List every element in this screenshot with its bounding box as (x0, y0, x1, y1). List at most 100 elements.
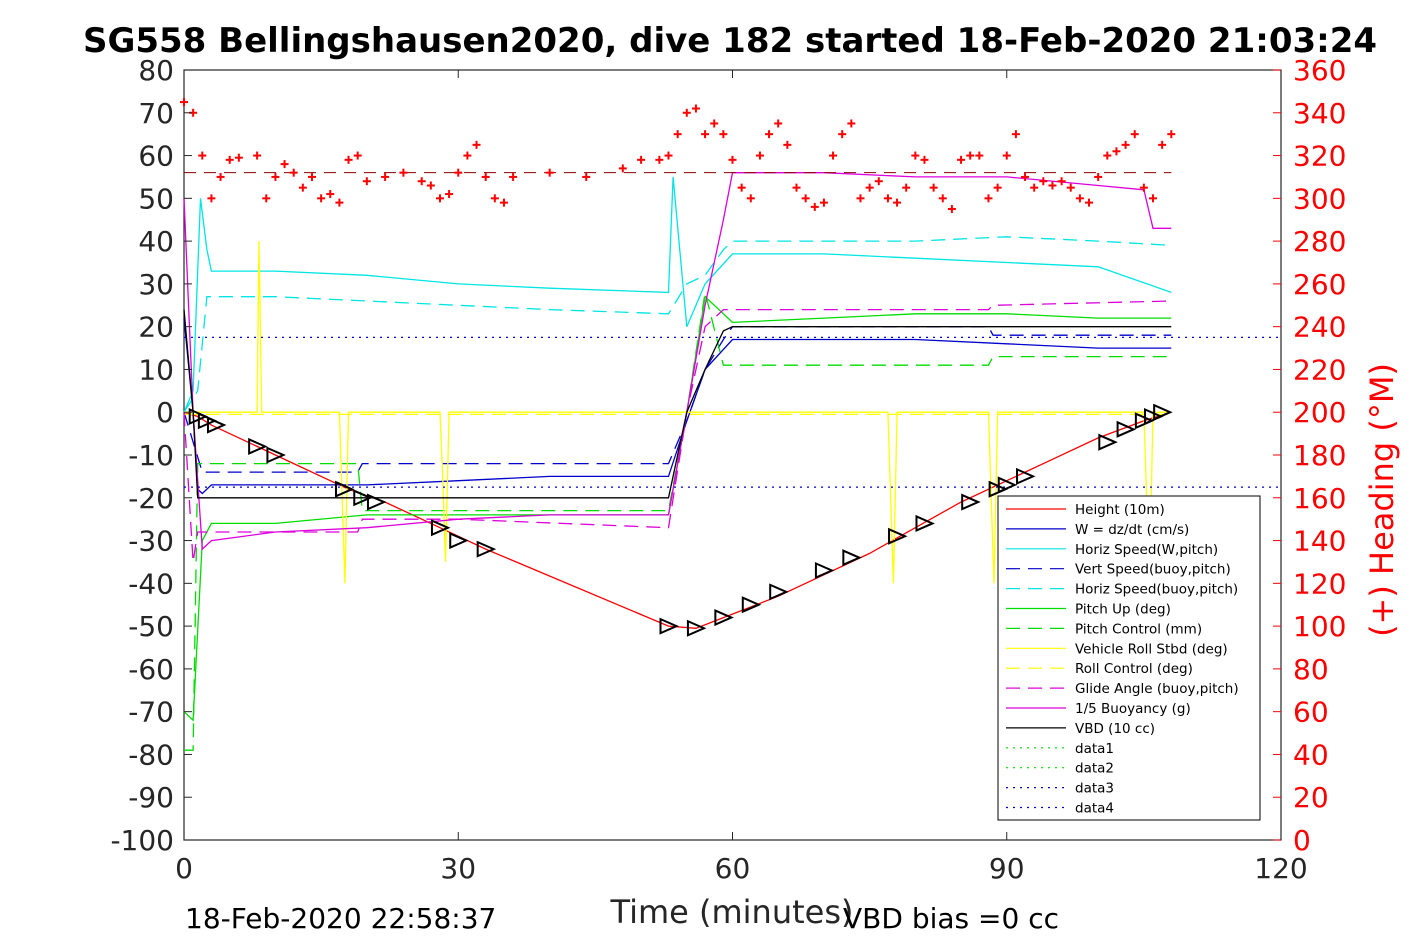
heading-point (664, 151, 673, 160)
x-tick-label: 0 (175, 852, 193, 885)
legend-label: data1 (1075, 741, 1114, 757)
y-tick-label-right: 180 (1293, 439, 1346, 472)
dive-marker (1116, 420, 1137, 438)
heading-point (883, 194, 892, 203)
legend-entry: data1 (1006, 741, 1114, 757)
heading-point (289, 168, 298, 177)
heading-point (1066, 183, 1075, 192)
heading-point (1149, 194, 1158, 203)
heading-point (1112, 147, 1121, 156)
y-tick-label: 60 (138, 140, 174, 173)
dive-marker (430, 519, 451, 537)
heading-point (618, 164, 627, 173)
y-tick-label: -60 (128, 653, 174, 686)
heading-point (746, 194, 755, 203)
dive-marker (988, 480, 1009, 498)
dive-marker (188, 407, 209, 426)
y-tick-label: -80 (128, 738, 174, 771)
x-ticks: 0 30 60 90 120 (175, 70, 1308, 885)
heading-point (317, 194, 326, 203)
heading-point (874, 177, 883, 186)
y-tick-label: 30 (138, 268, 174, 301)
y-tick-label-right: 340 (1293, 97, 1346, 130)
y-tick-label-right: 220 (1293, 353, 1346, 386)
dive-marker (197, 412, 218, 430)
y-tick-label: -90 (128, 781, 174, 814)
dive-marker (888, 527, 908, 545)
heading-point (755, 151, 764, 160)
series-line-3 (183, 326, 1172, 473)
heading-point (1121, 140, 1130, 149)
heading-point (701, 130, 710, 139)
legend-entry: Roll Control (deg) (1006, 661, 1193, 677)
series-line-7 (184, 241, 1172, 584)
dive-marker (1153, 403, 1173, 421)
heading-point (682, 108, 691, 117)
y-tick-label: 0 (156, 396, 174, 429)
legend-label: VBD (10 cc) (1075, 721, 1155, 737)
y-tick-label: -30 (128, 525, 174, 558)
legend-box (997, 495, 1261, 821)
y-axis-label-right: (+) Heading (°M) (1363, 363, 1401, 637)
dive-marker (686, 619, 707, 637)
heading-point (472, 140, 481, 149)
heading-point (637, 155, 646, 164)
series-line-9 (183, 300, 1172, 562)
heading-point (673, 130, 682, 139)
heading-point (1075, 194, 1084, 203)
heading-point (911, 151, 920, 160)
heading-point (499, 198, 508, 207)
legend-entry: Height (10m) (1006, 502, 1165, 518)
heading-point (1057, 177, 1066, 186)
heading-point (929, 183, 938, 192)
y-tick-label-right: 360 (1293, 54, 1346, 87)
y-tick-label-right: 320 (1293, 140, 1346, 173)
legend-entry: data3 (1006, 781, 1114, 797)
legend-entry: Horiz Speed(W,pitch) (1006, 542, 1218, 558)
y-tick-label-right: 280 (1293, 225, 1346, 258)
legend-label: 1/5 Buoyancy (g) (1075, 701, 1191, 717)
heading-point (335, 198, 344, 207)
dive-marks (188, 403, 1173, 637)
y-tick-label-right: 60 (1293, 696, 1329, 729)
dive-marker (353, 489, 373, 507)
heading-point (216, 172, 225, 181)
dive-marker (769, 583, 789, 601)
dive-marker (366, 493, 387, 511)
heading-point (326, 190, 335, 199)
heading-point (262, 194, 271, 203)
y-tick-label-right: 200 (1293, 396, 1346, 429)
x-tick-label: 60 (715, 852, 751, 885)
heading-point (1103, 151, 1112, 160)
heading-marks (180, 98, 1176, 214)
heading-point (234, 153, 243, 162)
dive-marker (476, 540, 497, 558)
dive-marker (714, 609, 734, 627)
y-tick-label: 50 (138, 182, 174, 215)
heading-point (198, 151, 207, 160)
dive-marker (997, 476, 1018, 494)
legend-entry: Horiz Speed(buoy,pitch) (1006, 582, 1238, 598)
legend-label: Pitch Up (deg) (1075, 602, 1171, 618)
legend-entry: Glide Angle (buoy,pitch) (1006, 681, 1239, 697)
heading-point (975, 151, 984, 160)
legend-label: Height (10m) (1075, 502, 1165, 518)
series-line-2 (183, 176, 1172, 413)
heading-point (1167, 130, 1176, 139)
heading-point (1039, 177, 1048, 186)
heading-point (810, 202, 819, 211)
heading-point (280, 160, 289, 169)
heading-point (417, 177, 426, 186)
legend-label: data4 (1075, 801, 1114, 817)
dive-marker (741, 596, 762, 614)
heading-point (1094, 172, 1103, 181)
y-tick-label-right: 160 (1293, 482, 1346, 515)
heading-point (463, 151, 472, 160)
heading-point (1002, 151, 1011, 160)
y-tick-label: -10 (128, 439, 174, 472)
y-tick-label-right: 20 (1293, 781, 1329, 814)
heading-point (920, 155, 929, 164)
heading-point (728, 155, 737, 164)
heading-point (838, 130, 847, 139)
